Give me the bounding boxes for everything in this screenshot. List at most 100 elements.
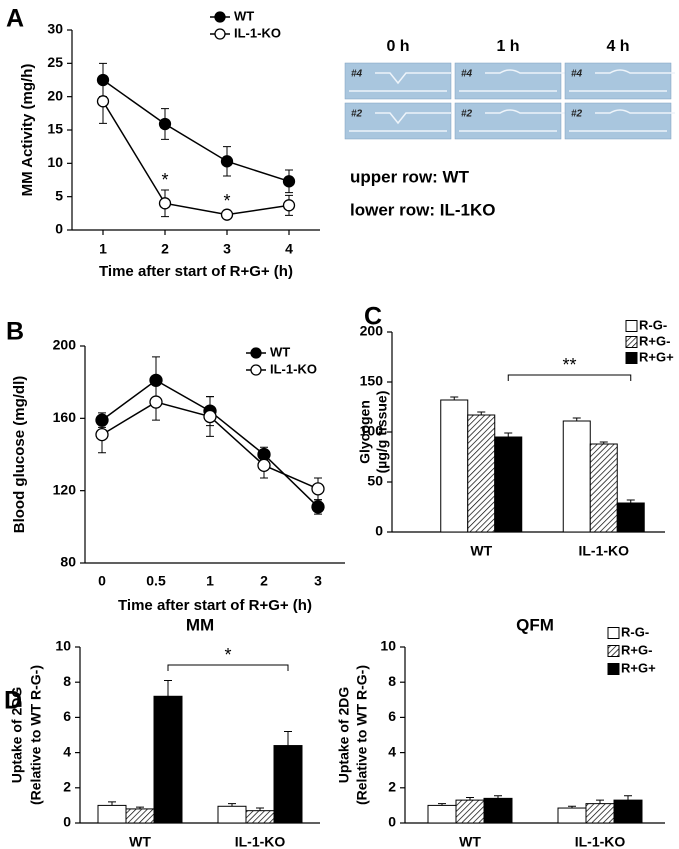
x-tick-label: 3 — [314, 573, 322, 589]
bar — [494, 436, 523, 533]
photo-row-mark: #4 — [571, 69, 583, 80]
significance-label: ** — [562, 355, 576, 375]
photo-tile — [564, 102, 672, 140]
legend-label: WT — [270, 344, 290, 359]
y-tick-label: 0 — [63, 814, 71, 830]
error-bar — [504, 432, 513, 437]
photo-row-mark: #2 — [571, 109, 583, 120]
photo-tile — [344, 62, 452, 100]
y-tick-label: 120 — [53, 481, 77, 497]
series-line — [102, 100, 290, 216]
y-tick-label: 2 — [388, 779, 396, 795]
data-point — [95, 413, 109, 427]
x-tick-label: 0.5 — [146, 573, 166, 589]
error-bar — [108, 801, 116, 806]
data-point — [149, 395, 163, 409]
chart-title: QFM — [516, 615, 554, 634]
x-tick-label: 3 — [223, 241, 231, 257]
error-bar — [624, 795, 632, 801]
x-axis-label: Time after start of R+G+ (h) — [118, 597, 312, 614]
legend-swatch — [625, 320, 638, 332]
legend-label: R+G+ — [639, 349, 674, 364]
bar — [613, 799, 643, 824]
y-tick-label: 8 — [63, 673, 71, 689]
chart-title: MM — [186, 615, 214, 634]
y-tick-label: 8 — [388, 673, 396, 689]
photo-note: lower row: IL-1KO — [350, 200, 495, 219]
bar — [97, 804, 127, 824]
legend-marker — [250, 364, 262, 376]
photo-column-label: 1 h — [496, 38, 519, 55]
legend-label: R+G+ — [621, 660, 656, 675]
y-tick-label: 150 — [360, 373, 384, 389]
y-axis-label: (µg/g tissue) — [374, 391, 390, 474]
y-tick-label: 25 — [47, 54, 63, 70]
data-point — [311, 482, 325, 496]
y-tick-label: 30 — [47, 21, 63, 37]
y-tick-label: 10 — [55, 638, 71, 654]
data-point — [96, 73, 110, 87]
bar — [562, 420, 591, 533]
panel-letter: B — [6, 318, 24, 346]
photo-muscle — [349, 72, 451, 92]
x-tick-label: WT — [129, 834, 151, 849]
data-point — [311, 500, 325, 514]
bar — [153, 695, 183, 824]
legend-label: R-G- — [639, 317, 667, 332]
legend-label: R+G- — [639, 333, 670, 348]
error-bar — [596, 799, 604, 804]
y-tick-label: 6 — [63, 708, 71, 724]
x-tick-label: IL-1-KO — [235, 834, 286, 849]
data-point — [158, 197, 172, 210]
y-tick-label: 5 — [55, 187, 63, 203]
x-tick-label: 2 — [260, 573, 268, 589]
y-axis-label: Uptake of 2DG — [9, 687, 25, 784]
legend-swatch — [625, 336, 638, 348]
bar — [467, 414, 496, 533]
bar — [589, 443, 618, 533]
significance-bracket — [507, 374, 632, 381]
x-tick-label: WT — [470, 543, 492, 559]
legend-marker — [250, 347, 262, 359]
y-tick-label: 0 — [375, 523, 383, 539]
y-tick-label: 80 — [60, 554, 76, 570]
bar — [273, 745, 303, 824]
error-bar — [284, 730, 292, 746]
x-tick-label: 2 — [161, 241, 169, 257]
y-tick-label: 6 — [388, 708, 396, 724]
x-tick-label: IL-1-KO — [578, 543, 629, 559]
y-tick-label: 0 — [55, 221, 63, 237]
y-tick-label: 0 — [388, 814, 396, 830]
photo-column-label: 0 h — [386, 38, 409, 55]
y-axis-label: (Relative to WT R-G-) — [354, 665, 370, 805]
y-tick-label: 200 — [53, 337, 77, 353]
data-point — [282, 175, 296, 188]
data-point — [158, 117, 172, 131]
panel-letter: D — [4, 687, 22, 715]
x-tick-label: WT — [459, 834, 481, 849]
bar — [483, 797, 513, 824]
legend-label: IL-1-KO — [270, 361, 317, 376]
x-tick-label: 0 — [98, 573, 106, 589]
photo-row-mark: #4 — [351, 69, 363, 80]
y-tick-label: 160 — [53, 409, 77, 425]
y-axis-label: Uptake of 2DG — [336, 687, 352, 784]
data-point — [95, 427, 109, 442]
y-tick-label: 4 — [63, 743, 71, 759]
y-tick-label: 10 — [47, 154, 63, 170]
y-axis-label: MM Activity (mg/h) — [19, 64, 36, 197]
photo-tile — [454, 102, 562, 140]
y-tick-label: 2 — [63, 779, 71, 795]
photo-note: upper row: WT — [350, 167, 470, 186]
legend-marker — [214, 11, 226, 23]
annotation: * — [285, 175, 292, 195]
x-tick-label: 1 — [206, 573, 214, 589]
y-tick-label: 50 — [367, 473, 383, 489]
legend-swatch — [607, 645, 620, 657]
bar — [557, 807, 587, 824]
photo-tile — [344, 102, 452, 140]
data-point — [220, 208, 234, 221]
bar — [245, 810, 275, 824]
data-point — [257, 458, 271, 473]
y-tick-label: 4 — [388, 743, 396, 759]
